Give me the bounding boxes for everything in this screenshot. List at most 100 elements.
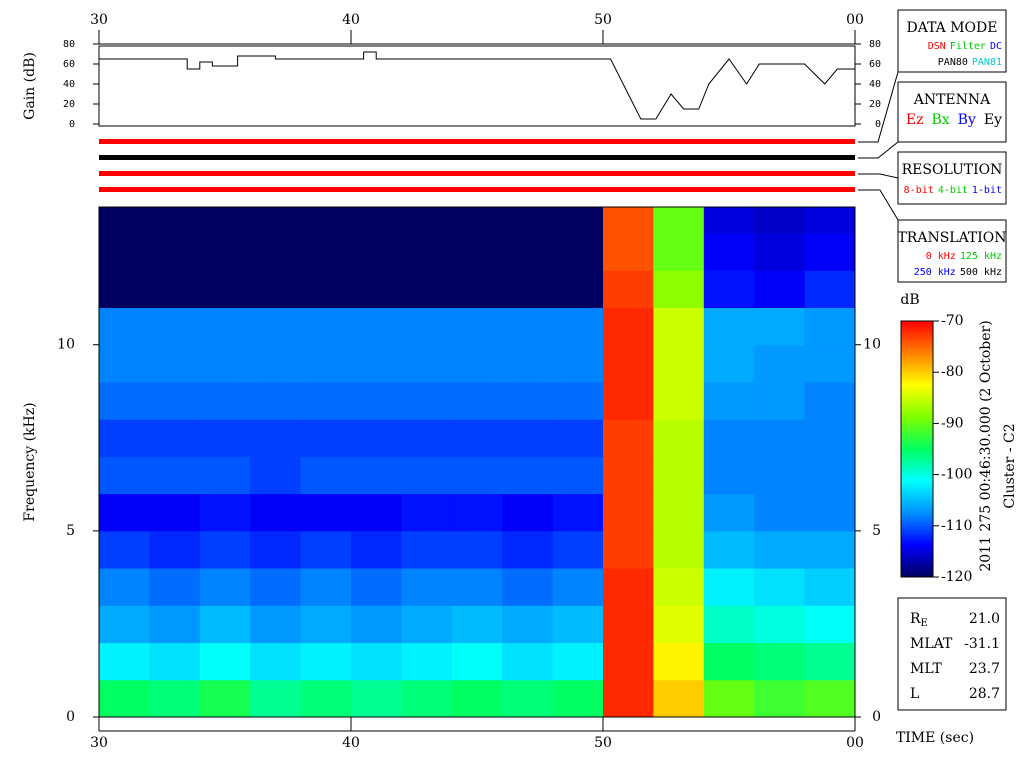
y-tick-label: 5 — [66, 523, 75, 539]
y-tick-label: 40 — [63, 79, 75, 90]
spectrogram-cell — [300, 207, 352, 234]
spectrogram-cell — [149, 679, 201, 718]
spectrogram-cell — [199, 679, 251, 718]
panel-item: 8-bit — [904, 185, 934, 196]
spectrogram-cell — [502, 530, 554, 569]
y-tick-label: 20 — [63, 99, 75, 110]
spectrogram-cell — [199, 233, 251, 271]
spectrogram-cell — [451, 605, 503, 644]
y-tick-label: 20 — [869, 99, 881, 110]
spectrogram-cell — [603, 493, 654, 532]
colorbar-tick-label: -110 — [941, 518, 972, 534]
spectrogram-cell — [99, 344, 150, 383]
spectrogram-cell — [703, 270, 755, 309]
status-bar — [99, 155, 855, 160]
panel-item: 4-bit — [938, 185, 968, 196]
spectrogram-cell — [502, 233, 554, 271]
spectrogram-cell — [653, 233, 705, 271]
spectrogram-cell — [250, 530, 302, 569]
spectrogram-cell — [754, 381, 806, 420]
panel-row: PAN80 PAN81 — [938, 57, 1002, 68]
spectrogram-cell — [99, 568, 150, 606]
panel-item: Ey — [984, 112, 1002, 128]
spectrogram-cell — [99, 233, 150, 271]
spectrogram-cell — [149, 530, 201, 569]
x-tick-label: 50 — [594, 735, 612, 751]
spectrogram-cell — [502, 307, 554, 346]
spectrogram-cell — [754, 642, 806, 681]
panel-row: 250 kHz 500 kHz — [914, 267, 1002, 278]
y-tick-label: 60 — [63, 59, 75, 70]
spectrogram-cell — [603, 207, 654, 234]
panel-title: RESOLUTION — [902, 162, 1003, 178]
colorbar — [900, 320, 934, 578]
panel-box — [897, 81, 1007, 143]
spectrogram-cell — [199, 456, 251, 495]
panel-title: ANTENNA — [913, 92, 991, 108]
spectrogram-cell — [99, 530, 150, 569]
x-tick-label: 00 — [846, 735, 864, 751]
spectrogram-cell — [351, 233, 402, 271]
spectrogram-cell — [99, 456, 150, 495]
spectrogram-cell — [250, 381, 302, 420]
spectrogram-cell — [351, 344, 402, 383]
spectrogram-cell — [552, 642, 604, 681]
spectrogram-cell — [502, 419, 554, 457]
spectrogram-cell — [149, 307, 201, 346]
spectrogram-cell — [300, 456, 352, 495]
spectrogram-cell — [804, 381, 856, 420]
spectrogram-cell — [149, 568, 201, 606]
spectrogram-cell — [703, 568, 755, 606]
spectrogram-cell — [401, 307, 453, 346]
spectrogram-cell — [703, 456, 755, 495]
spectrogram-cell — [552, 679, 604, 718]
spectrogram-cell — [603, 307, 654, 346]
spectrogram-cell — [250, 493, 302, 532]
spectrogram-cell — [199, 270, 251, 309]
x-tick-label: 40 — [342, 735, 360, 751]
y-tick-label: 60 — [869, 59, 881, 70]
y-tick-label: 0 — [875, 119, 881, 130]
colorbar-tick-label: -90 — [941, 415, 964, 431]
spectrogram-cell — [804, 530, 856, 569]
spectrogram-cell — [351, 493, 402, 532]
y-tick-label: 10 — [57, 337, 75, 353]
y-tick-label: 10 — [863, 337, 881, 353]
panel-item: By — [958, 112, 976, 128]
spectrogram-cell — [401, 344, 453, 383]
ephemeris-value: 28.7 — [969, 686, 1000, 702]
spectrogram-cell — [199, 568, 251, 606]
spectrogram-cell — [603, 381, 654, 420]
gain-label: Gain (dB) — [22, 52, 38, 120]
spectrogram-cell — [300, 233, 352, 271]
ephemeris-value: 23.7 — [969, 661, 1000, 677]
spectrogram-cell — [250, 605, 302, 644]
colorbar-label: dB — [900, 292, 919, 308]
y-tick-label: 0 — [66, 709, 75, 725]
colorbar-tick-label: -100 — [941, 467, 972, 483]
x-tick-label: 50 — [594, 12, 612, 28]
ephemeris-label: L — [910, 686, 919, 702]
spectrogram-cell — [754, 568, 806, 606]
spectrogram-cell — [401, 270, 453, 309]
spectrogram-cell — [451, 307, 503, 346]
spectrogram-cell — [149, 233, 201, 271]
spectrogram-cell — [300, 344, 352, 383]
spectrogram-cell — [552, 605, 604, 644]
ephemeris-label: RE — [910, 611, 928, 629]
spectrogram-cell — [401, 456, 453, 495]
spectrogram-cell — [502, 456, 554, 495]
gain-line — [99, 51, 855, 120]
panel-item: Bx — [931, 112, 949, 128]
spectrogram-cell — [552, 233, 604, 271]
spectrogram-cell — [149, 642, 201, 681]
spectrogram-cell — [502, 207, 554, 234]
plot-frame — [98, 206, 856, 718]
spectrogram-cell — [300, 605, 352, 644]
spectrogram-cell — [653, 344, 705, 383]
spectrogram-cell — [300, 568, 352, 606]
panel-item: Ez — [906, 112, 924, 128]
spectrogram-cell — [99, 493, 150, 532]
spectrogram-cell — [300, 419, 352, 457]
